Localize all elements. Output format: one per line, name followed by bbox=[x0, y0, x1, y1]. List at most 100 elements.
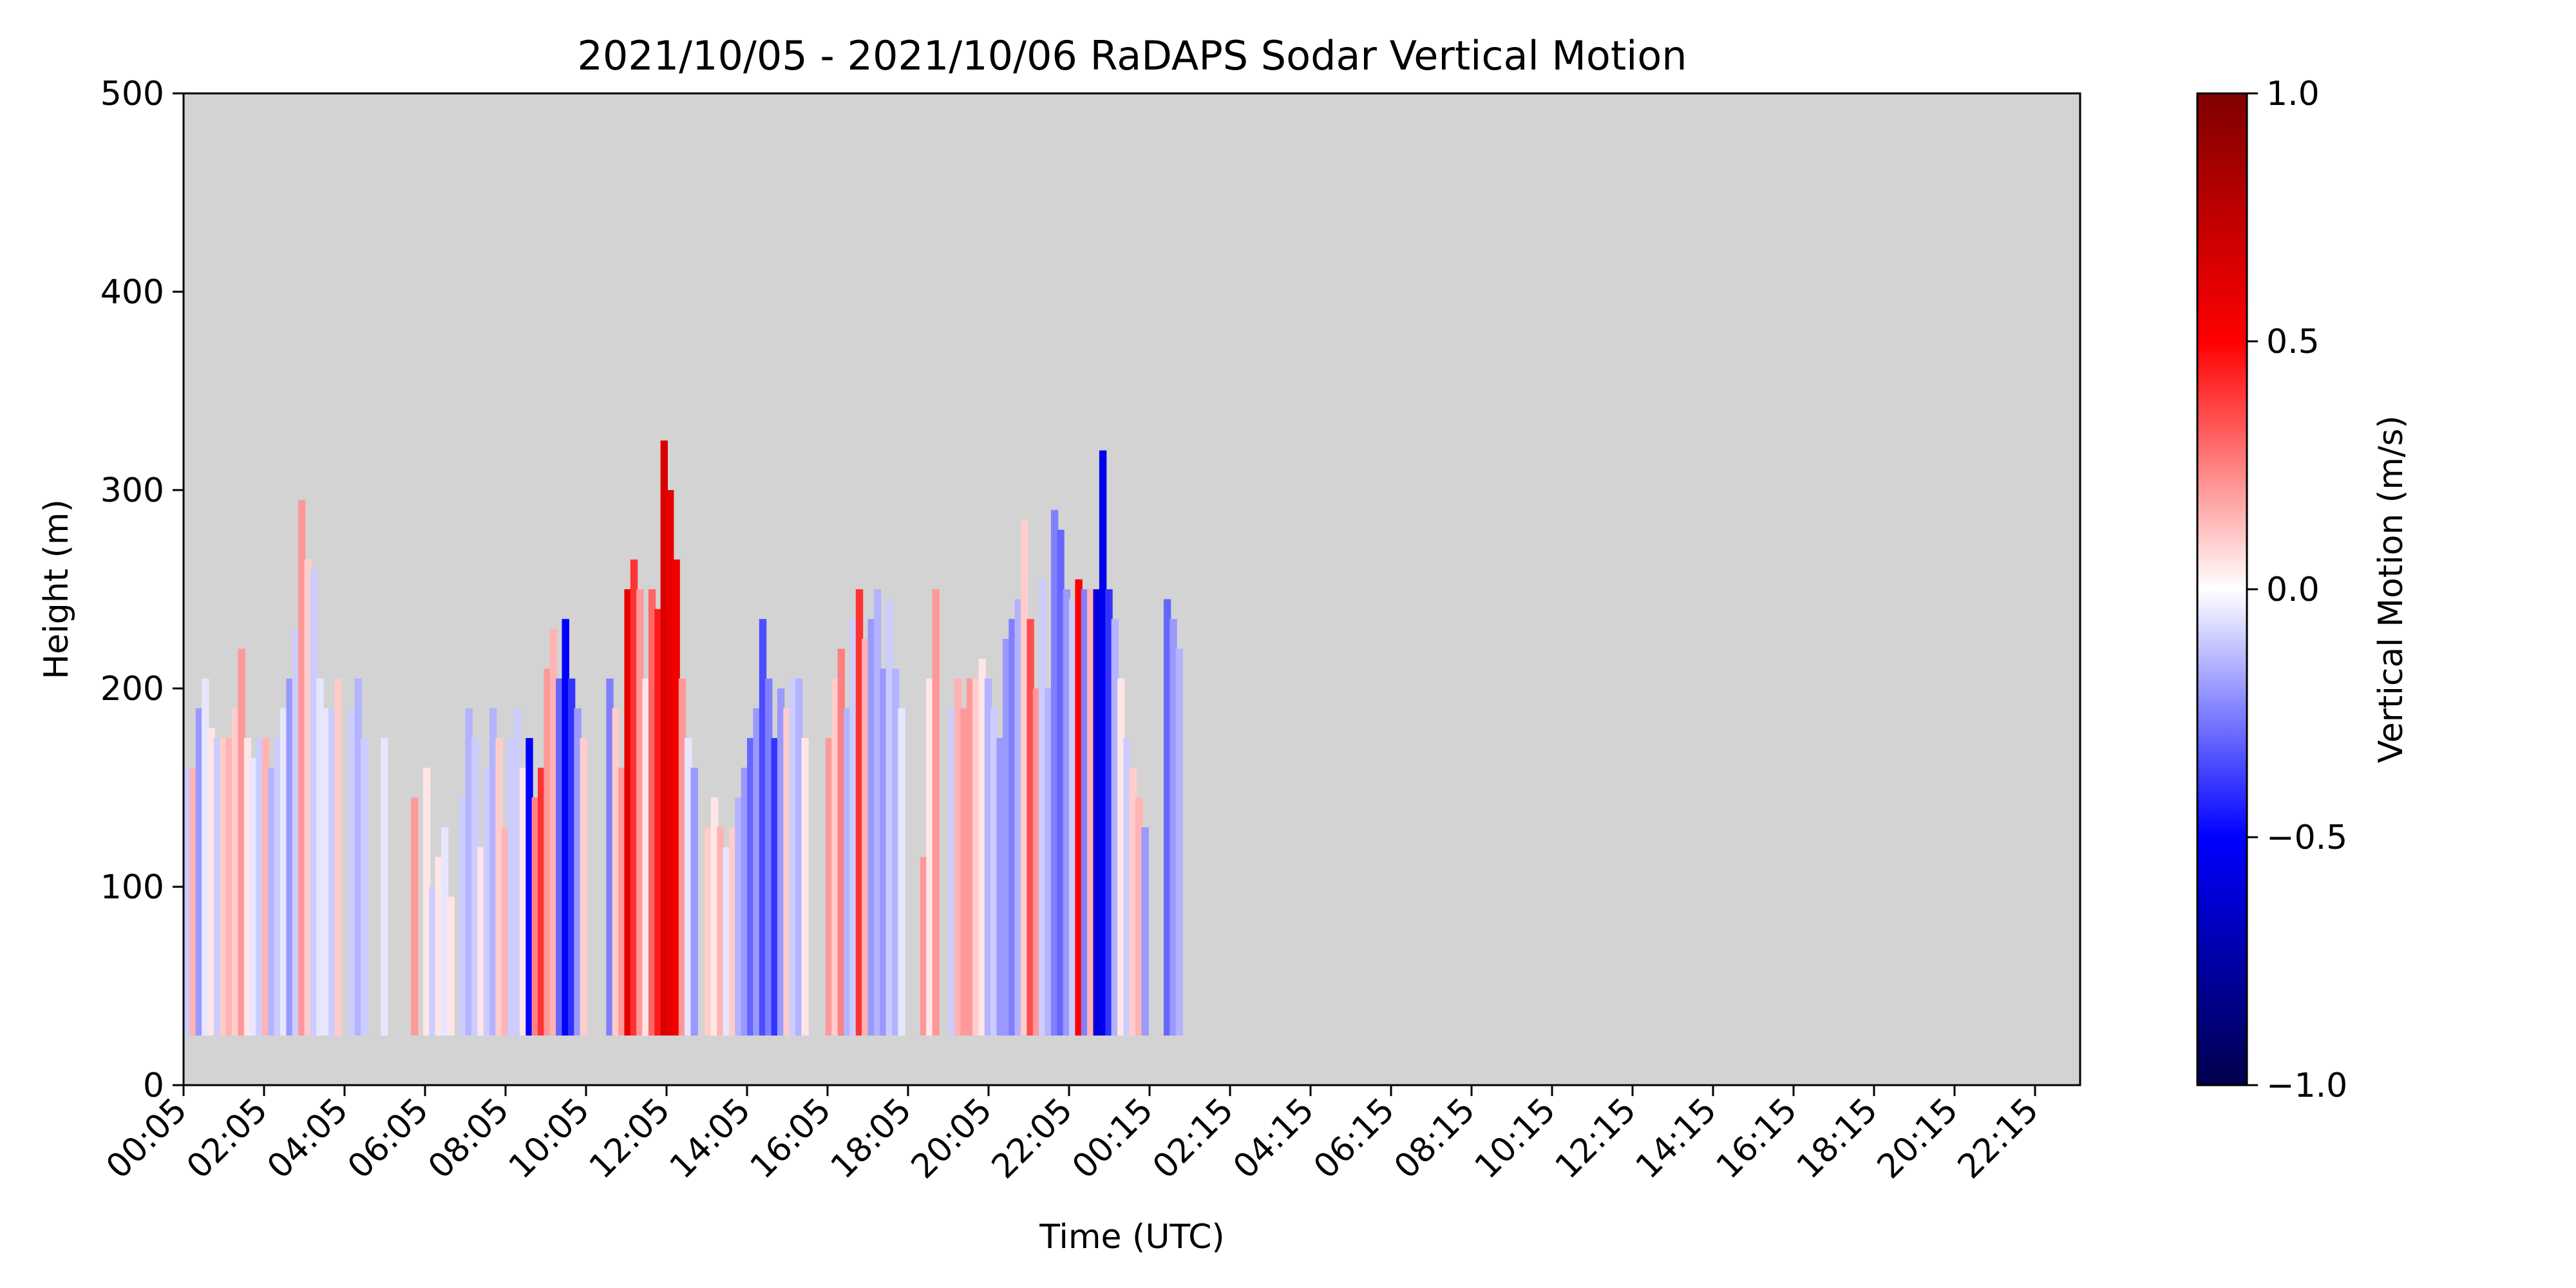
data-column bbox=[837, 649, 845, 1036]
data-column bbox=[202, 678, 209, 1036]
data-column bbox=[867, 619, 875, 1036]
x-tick-label: 04:15 bbox=[1226, 1091, 1321, 1186]
data-column bbox=[243, 738, 252, 1036]
data-column bbox=[1081, 589, 1089, 1036]
data-column bbox=[213, 738, 222, 1036]
data-column bbox=[1123, 738, 1131, 1036]
y-tick-label: 400 bbox=[100, 273, 164, 312]
data-column bbox=[562, 619, 569, 1036]
data-column bbox=[723, 847, 730, 1036]
data-column bbox=[735, 797, 743, 1036]
colorbar-tick-label: 1.0 bbox=[2266, 75, 2320, 113]
data-column bbox=[225, 738, 233, 1036]
data-column bbox=[361, 738, 368, 1036]
x-tick-label: 20:15 bbox=[1870, 1091, 1965, 1186]
x-tick-label: 02:05 bbox=[180, 1091, 275, 1186]
data-column bbox=[789, 678, 797, 1036]
data-column bbox=[184, 768, 191, 1036]
y-tick-label: 500 bbox=[100, 75, 164, 113]
data-column bbox=[531, 797, 539, 1036]
data-column bbox=[348, 708, 356, 1036]
x-tick-label: 10:05 bbox=[502, 1091, 597, 1186]
data-column bbox=[710, 797, 719, 1036]
y-tick-label: 100 bbox=[100, 868, 164, 907]
data-column bbox=[690, 768, 698, 1036]
y-tick-label: 300 bbox=[100, 471, 164, 510]
data-column bbox=[795, 678, 803, 1036]
data-column bbox=[1032, 688, 1041, 1036]
data-column bbox=[1009, 619, 1016, 1036]
data-column bbox=[483, 768, 491, 1036]
data-column bbox=[672, 559, 680, 1036]
x-tick-label: 02:15 bbox=[1146, 1091, 1241, 1186]
data-column bbox=[862, 639, 869, 1036]
colorbar-tick-label: 0.0 bbox=[2266, 571, 2320, 609]
data-column bbox=[831, 678, 839, 1036]
data-column bbox=[660, 440, 668, 1036]
data-column bbox=[1075, 579, 1083, 1036]
colorbar-tick-label: −1.0 bbox=[2266, 1066, 2347, 1105]
data-column bbox=[1021, 520, 1028, 1036]
x-axis: 00:0502:0504:0506:0508:0510:0512:0514:05… bbox=[99, 1085, 2046, 1186]
data-column bbox=[606, 678, 614, 1036]
data-column bbox=[1170, 619, 1177, 1036]
x-tick-label: 08:15 bbox=[1387, 1091, 1482, 1186]
data-column bbox=[268, 768, 276, 1036]
data-column bbox=[304, 559, 312, 1036]
data-column bbox=[978, 658, 986, 1036]
data-column bbox=[381, 738, 388, 1036]
data-column bbox=[990, 708, 998, 1036]
data-column bbox=[624, 589, 632, 1036]
data-column bbox=[298, 500, 306, 1036]
data-column bbox=[972, 678, 980, 1036]
data-column bbox=[873, 589, 882, 1036]
x-tick-label: 16:15 bbox=[1709, 1091, 1804, 1186]
data-column bbox=[932, 589, 940, 1036]
data-column bbox=[1093, 589, 1101, 1036]
data-column bbox=[954, 678, 962, 1036]
data-column bbox=[286, 678, 294, 1036]
data-column bbox=[1014, 599, 1022, 1036]
data-column bbox=[334, 678, 342, 1036]
data-column bbox=[636, 589, 644, 1036]
data-column bbox=[1105, 589, 1113, 1036]
data-column bbox=[685, 738, 692, 1036]
data-column bbox=[667, 490, 674, 1036]
data-column bbox=[765, 678, 773, 1036]
data-column bbox=[960, 708, 968, 1036]
colorbar-label: Vertical Motion (m/s) bbox=[2372, 415, 2410, 763]
y-tick-label: 200 bbox=[100, 670, 164, 708]
data-column bbox=[495, 738, 503, 1036]
x-tick-label: 22:05 bbox=[985, 1091, 1080, 1186]
data-column bbox=[549, 629, 558, 1036]
data-column bbox=[996, 738, 1004, 1036]
data-column bbox=[1045, 688, 1052, 1036]
data-column bbox=[1117, 678, 1125, 1036]
x-tick-label: 04:05 bbox=[260, 1091, 355, 1186]
data-column bbox=[1175, 649, 1183, 1036]
data-column bbox=[489, 708, 497, 1036]
y-axis: 0 100 200 300 400 500 bbox=[100, 75, 184, 1105]
data-column bbox=[618, 768, 626, 1036]
data-column bbox=[648, 589, 656, 1036]
data-columns bbox=[184, 440, 1183, 1036]
data-column bbox=[292, 629, 300, 1036]
data-column bbox=[556, 678, 564, 1036]
x-tick-label: 06:05 bbox=[341, 1091, 436, 1186]
x-tick-label: 10:15 bbox=[1468, 1091, 1563, 1186]
data-column bbox=[526, 738, 533, 1036]
data-column bbox=[920, 857, 928, 1036]
chart-title: 2021/10/05 - 2021/10/06 RaDAPS Sodar Ver… bbox=[577, 32, 1687, 79]
data-column bbox=[717, 827, 724, 1036]
x-tick-label: 18:05 bbox=[824, 1091, 919, 1186]
data-column bbox=[447, 896, 455, 1036]
data-column bbox=[630, 559, 638, 1036]
data-column bbox=[207, 728, 215, 1036]
data-column bbox=[825, 738, 833, 1036]
data-column bbox=[189, 768, 197, 1036]
data-column bbox=[465, 708, 473, 1036]
x-tick-label: 22:15 bbox=[1951, 1091, 2046, 1186]
x-tick-label: 00:15 bbox=[1065, 1091, 1160, 1186]
x-tick-label: 14:05 bbox=[663, 1091, 758, 1186]
data-column bbox=[1063, 589, 1070, 1036]
